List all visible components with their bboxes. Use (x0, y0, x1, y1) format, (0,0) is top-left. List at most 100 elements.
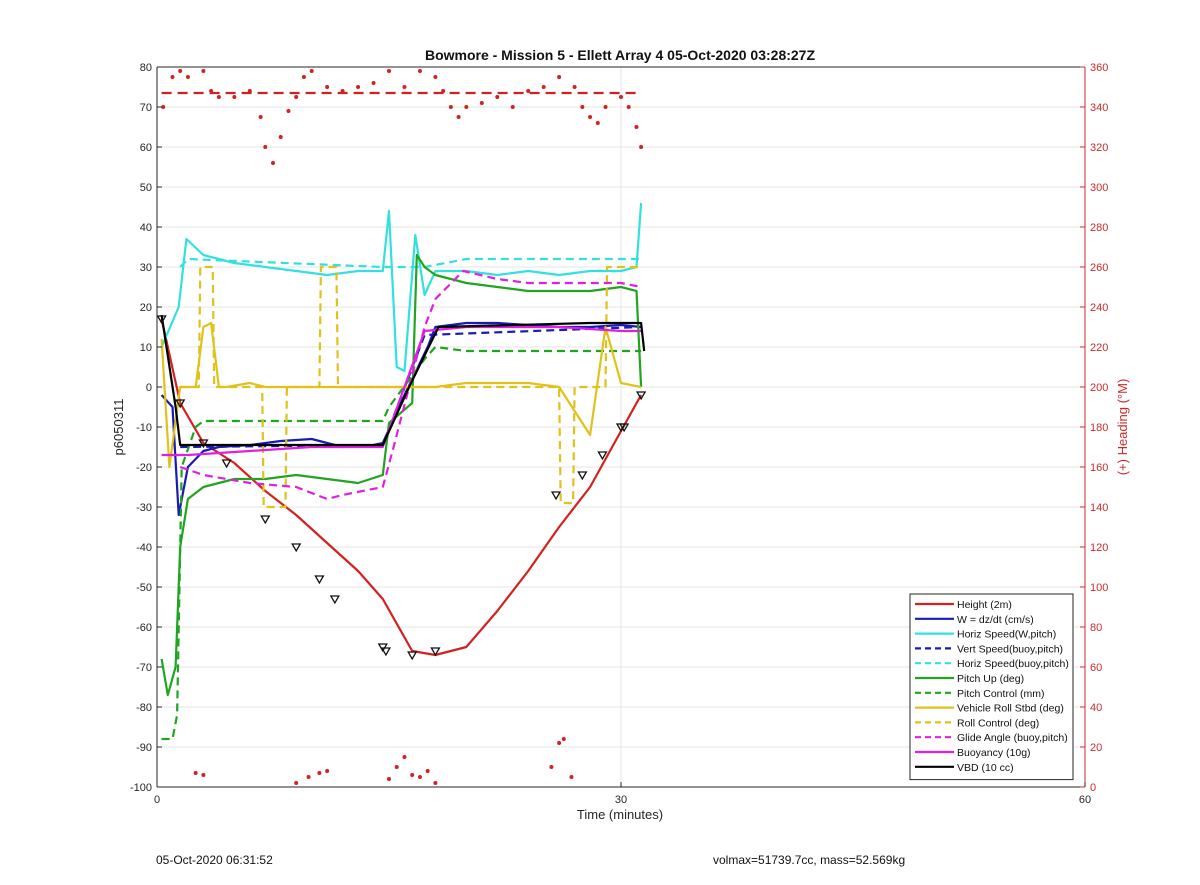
height-marker (175, 399, 186, 409)
heading-point (402, 85, 407, 89)
x-tick-label: 60 (1079, 794, 1091, 806)
heading-point (286, 109, 291, 113)
heading-point (301, 75, 306, 79)
heading-point (170, 75, 175, 79)
legend: Height (2m) W = dz/dt (cm/s) Horiz Speed(W… (909, 593, 1074, 781)
axes: -100-90-80-70-60-50-40-30-20-10010203040… (130, 62, 1108, 806)
heading-point (387, 69, 391, 73)
height-marker (314, 575, 325, 585)
heading-point (588, 115, 593, 119)
heading-point (161, 105, 166, 109)
heading-point (193, 771, 198, 775)
heading-point (258, 115, 263, 119)
heading-point (317, 771, 322, 775)
y2-tick-label: 280 (1090, 222, 1108, 234)
height-marker (618, 423, 630, 433)
legend-label: Pitch Control (mm) (957, 688, 1045, 700)
y-tick-label: -60 (136, 622, 152, 634)
heading-point (433, 781, 438, 785)
heading-point (356, 85, 361, 89)
heading-point (271, 161, 275, 165)
series-horiz_buoy-4 (179, 257, 642, 269)
series-horiz_w-2 (160, 202, 643, 373)
heading-point (294, 95, 299, 99)
y-tick-label: -90 (136, 742, 152, 754)
y-tick-label: -40 (136, 542, 152, 554)
y2-tick-label: 140 (1090, 502, 1108, 514)
y2-tick-label: 20 (1090, 742, 1102, 754)
height-marker (550, 491, 562, 501)
heading-point (557, 741, 562, 745)
series-heading-12 (161, 69, 644, 165)
y-tick-label: 40 (140, 222, 152, 234)
heading-point (201, 773, 206, 777)
y-tick-label: 70 (140, 102, 152, 114)
y-axis-label: p6050311 (111, 399, 126, 456)
heading-point (456, 115, 461, 119)
y-tick-label: -30 (136, 502, 152, 514)
heading-point (294, 781, 299, 785)
heading-point (306, 775, 311, 779)
heading-point (595, 121, 600, 125)
series-layer (160, 69, 646, 785)
height-marker (635, 391, 647, 401)
legend-label: Pitch Up (deg) (957, 673, 1024, 685)
y2-tick-label: 180 (1090, 422, 1108, 434)
legend-label: Horiz Speed(buoy,pitch) (957, 658, 1069, 670)
series-roll_control-8 (180, 265, 642, 509)
x-tick-label: 30 (615, 794, 627, 806)
chart-title: Bowmore - Mission 5 - Ellett Array 4 05-… (425, 47, 816, 63)
y-tick-label: 80 (140, 62, 152, 74)
heading-point (549, 765, 554, 769)
heading-point (495, 95, 500, 99)
height-marker (291, 543, 302, 553)
y2-tick-label: 360 (1090, 62, 1108, 74)
y-tick-label: 50 (140, 182, 152, 194)
y2-tick-label: 200 (1090, 382, 1108, 394)
heading-point (510, 105, 515, 109)
series-heading-13 (193, 737, 574, 785)
heading-point (569, 775, 574, 779)
height-marker (430, 647, 441, 657)
heading-point (634, 125, 639, 129)
y2-tick-label: 160 (1090, 462, 1108, 474)
legend-box (909, 593, 1074, 781)
heading-point (417, 69, 422, 73)
heading-point (309, 69, 314, 73)
y2-tick-label: 320 (1090, 142, 1108, 154)
legend-label: Horiz Speed(W,pitch) (957, 629, 1056, 641)
y-tick-label: 30 (140, 262, 152, 274)
series-vbd-11 (160, 314, 646, 447)
heading-point (557, 75, 562, 79)
y2-tick-label: 40 (1090, 702, 1102, 714)
y-tick-label: -50 (136, 582, 152, 594)
series-glide-9 (179, 269, 642, 501)
legend-label: Buoyancy (10g) (957, 747, 1031, 759)
y-tick-label: -80 (136, 702, 152, 714)
heading-point (541, 85, 546, 89)
y-tick-label: 10 (140, 342, 152, 354)
legend-label: W = dz/dt (cm/s) (957, 614, 1034, 626)
legend-label: Glide Angle (buoy,pitch) (957, 732, 1068, 744)
height-marker (260, 515, 271, 525)
heading-point (433, 75, 438, 79)
heading-point (572, 85, 577, 89)
height-marker (597, 451, 608, 461)
y2-tick-label: 0 (1090, 782, 1096, 794)
heading-point (201, 69, 206, 73)
legend-label: Height (2m) (957, 599, 1012, 611)
heading-point (639, 145, 644, 149)
y2-tick-label: 260 (1090, 262, 1108, 274)
y2-tick-label: 100 (1090, 582, 1108, 594)
y2-tick-label: 80 (1090, 622, 1102, 634)
y-tick-label: 0 (146, 382, 152, 394)
heading-point (619, 95, 623, 99)
heading-point (603, 105, 608, 109)
legend-label: VBD (10 cc) (957, 762, 1014, 774)
heading-point (410, 773, 415, 777)
heading-point (402, 755, 407, 759)
x-tick-label: 0 (154, 794, 160, 806)
heading-point (626, 105, 631, 109)
heading-point (216, 95, 221, 99)
